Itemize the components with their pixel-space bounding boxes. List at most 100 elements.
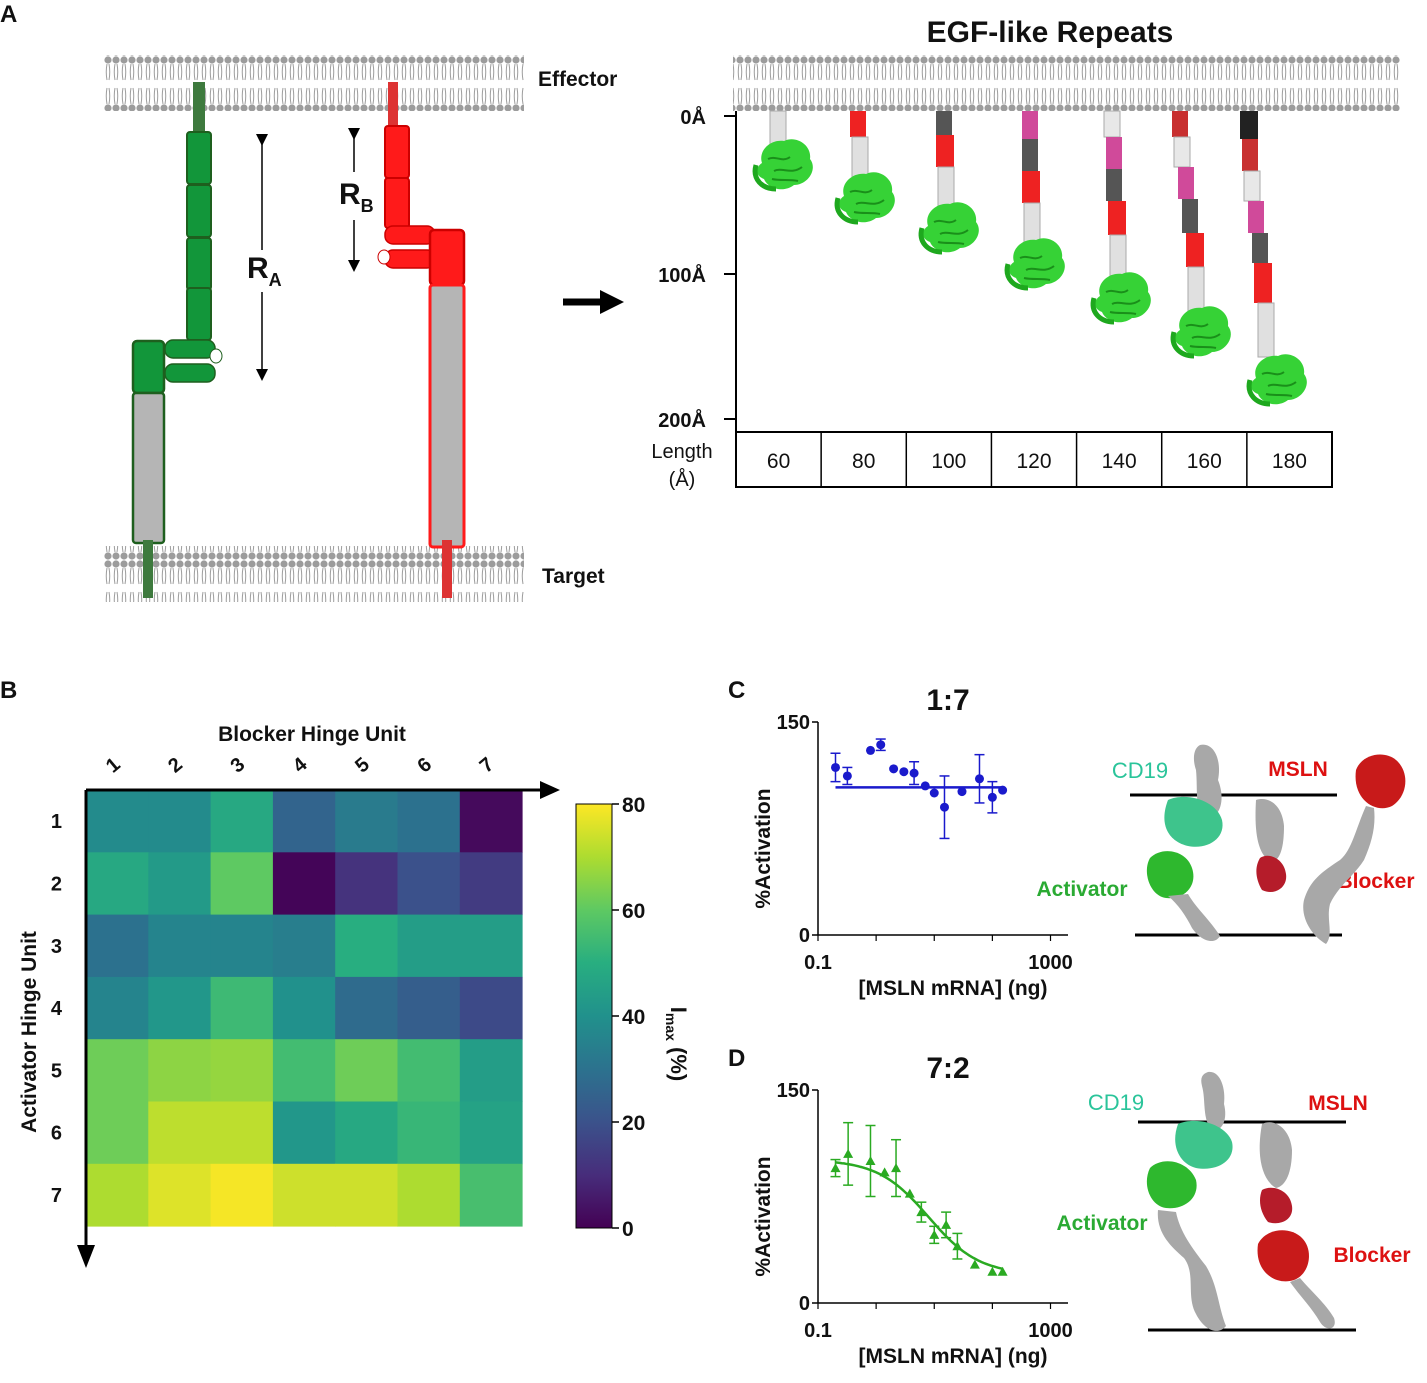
length-value: 160 [1187, 450, 1222, 473]
heatmap-cell [210, 976, 274, 1040]
data-point [974, 774, 984, 784]
data-point [830, 762, 840, 772]
data-point [969, 1259, 980, 1269]
heatmap-cell [148, 1101, 212, 1165]
panel-c-cd19-label: CD19 [1112, 758, 1168, 783]
heatmap-cell [397, 790, 461, 853]
panel-c-plot: 1:7 150 0 0.1 1000 [MSLN mRNA] (ng) %Activatio… [752, 684, 1073, 1000]
heatmap-x-tick: 1 [102, 753, 125, 777]
data-point [920, 781, 930, 791]
colorbar-label: Imax (%) [663, 1007, 691, 1081]
panel-d-structures: CD19 MSLN Activator Blocker [1056, 1071, 1411, 1332]
heatmap-cell [335, 1039, 398, 1102]
data-point [830, 1163, 841, 1173]
length-value: 80 [852, 450, 875, 473]
panel-c-activator-label: Activator [1036, 878, 1127, 901]
length-cells: 60 80 100 120 140 160 180 [767, 432, 1307, 487]
heatmap-cell [335, 790, 398, 853]
heatmap-cell [148, 852, 212, 916]
heatmap-cell [86, 852, 149, 916]
heatmap-y-tick: 5 [51, 1060, 62, 1082]
length-value: 100 [931, 450, 966, 473]
heatmap-cell [86, 1163, 149, 1227]
heatmap-cells [86, 790, 523, 1227]
effector-label: Effector [538, 68, 617, 91]
heatmap-x-tick: 7 [476, 753, 499, 777]
heatmap-x-tick: 6 [413, 753, 436, 777]
ra-label: RA [247, 252, 282, 290]
data-point [865, 745, 875, 755]
heatmap-y-tick: 6 [51, 1123, 62, 1145]
data-point [865, 1156, 876, 1165]
panel-letter-d: D [728, 1045, 745, 1072]
heatmap-cell [335, 1101, 398, 1165]
data-point [899, 767, 909, 777]
heatmap-y-tick: 3 [51, 936, 62, 958]
scale-tick-0: 0Å [680, 105, 706, 129]
heatmap-cell [86, 790, 149, 853]
data-point [939, 802, 949, 812]
data-point [904, 1188, 915, 1198]
panel-a-schematic: Effector Target [104, 55, 624, 602]
heatmap-cell [86, 914, 149, 978]
length-table [735, 431, 1333, 488]
heatmap-y-tick: 4 [51, 998, 63, 1020]
rb-label: RB [339, 178, 374, 216]
heatmap-x-tick: 5 [351, 753, 374, 777]
scale-tick-200: 200Å [658, 408, 706, 432]
egf-title: EGF-like Repeats [927, 16, 1174, 49]
heatmap-cell [397, 852, 461, 916]
egf-constructs [755, 110, 1307, 404]
colorbar-ticks: 80 60 40 20 0 [612, 794, 645, 1241]
data-point [876, 740, 886, 750]
heatmap-cell [148, 790, 212, 853]
data-point [997, 1266, 1008, 1276]
panel-c-structures: CD19 MSLN Activator Blocker [1036, 744, 1415, 944]
egf-membrane [733, 55, 1400, 111]
heatmap-cell [272, 852, 336, 916]
panel-d-plot: 7:2 150 0 0.1 1000 [MSLN mRNA] (ng) %Activatio… [752, 1052, 1073, 1368]
heatmap-cell [459, 914, 523, 978]
data-point [843, 1148, 854, 1158]
heatmap-cell [459, 976, 523, 1040]
heatmap-cell [459, 852, 523, 916]
length-label: Length [651, 441, 712, 463]
activator-receptor [131, 82, 223, 598]
plot-title: 7:2 [926, 1052, 969, 1085]
x-tick-label: 1000 [1028, 952, 1073, 974]
heatmap-cell [335, 914, 398, 978]
activator-transmembrane [193, 82, 205, 134]
panel-letter-c: C [728, 677, 745, 704]
colorbar-tick-label: 40 [622, 1006, 645, 1029]
x-axis-title: [MSLN mRNA] (ng) [859, 1345, 1048, 1368]
panel-d-cd19-label: CD19 [1088, 1090, 1144, 1115]
x-tick-label: 1000 [1028, 1320, 1073, 1342]
heatmap-cell [397, 1101, 461, 1165]
heatmap-y-tick: 7 [51, 1185, 62, 1207]
data-point [957, 787, 967, 797]
colorbar-tick-label: 20 [622, 1112, 645, 1135]
heatmap-x-tick: 3 [227, 753, 250, 777]
heatmap-x-title: Blocker Hinge Unit [218, 723, 406, 746]
x-tick-label: 0.1 [804, 952, 832, 974]
data-point [929, 1229, 940, 1239]
heatmap-cell [272, 1039, 336, 1102]
heatmap-cell [210, 852, 274, 916]
panel-c-blocker-label: Blocker [1337, 870, 1414, 893]
data-point [916, 1207, 927, 1217]
heatmap-cell [459, 1039, 523, 1102]
colorbar-tick-label: 0 [622, 1218, 634, 1241]
heatmap-cell [272, 790, 336, 853]
data-point [889, 764, 899, 774]
heatmap-cell [397, 1163, 461, 1227]
panel-d-blocker-label: Blocker [1333, 1244, 1410, 1267]
heatmap-cell [148, 1039, 212, 1102]
panel-c-msln-label: MSLN [1268, 758, 1328, 781]
panel-d-msln-label: MSLN [1308, 1092, 1368, 1115]
colorbar-tick-label: 80 [622, 794, 645, 817]
y-axis-title: %Activation [752, 1156, 775, 1276]
x-tick-label: 0.1 [804, 1320, 832, 1342]
heatmap-cell [335, 852, 398, 916]
heatmap-cell [272, 1163, 336, 1227]
